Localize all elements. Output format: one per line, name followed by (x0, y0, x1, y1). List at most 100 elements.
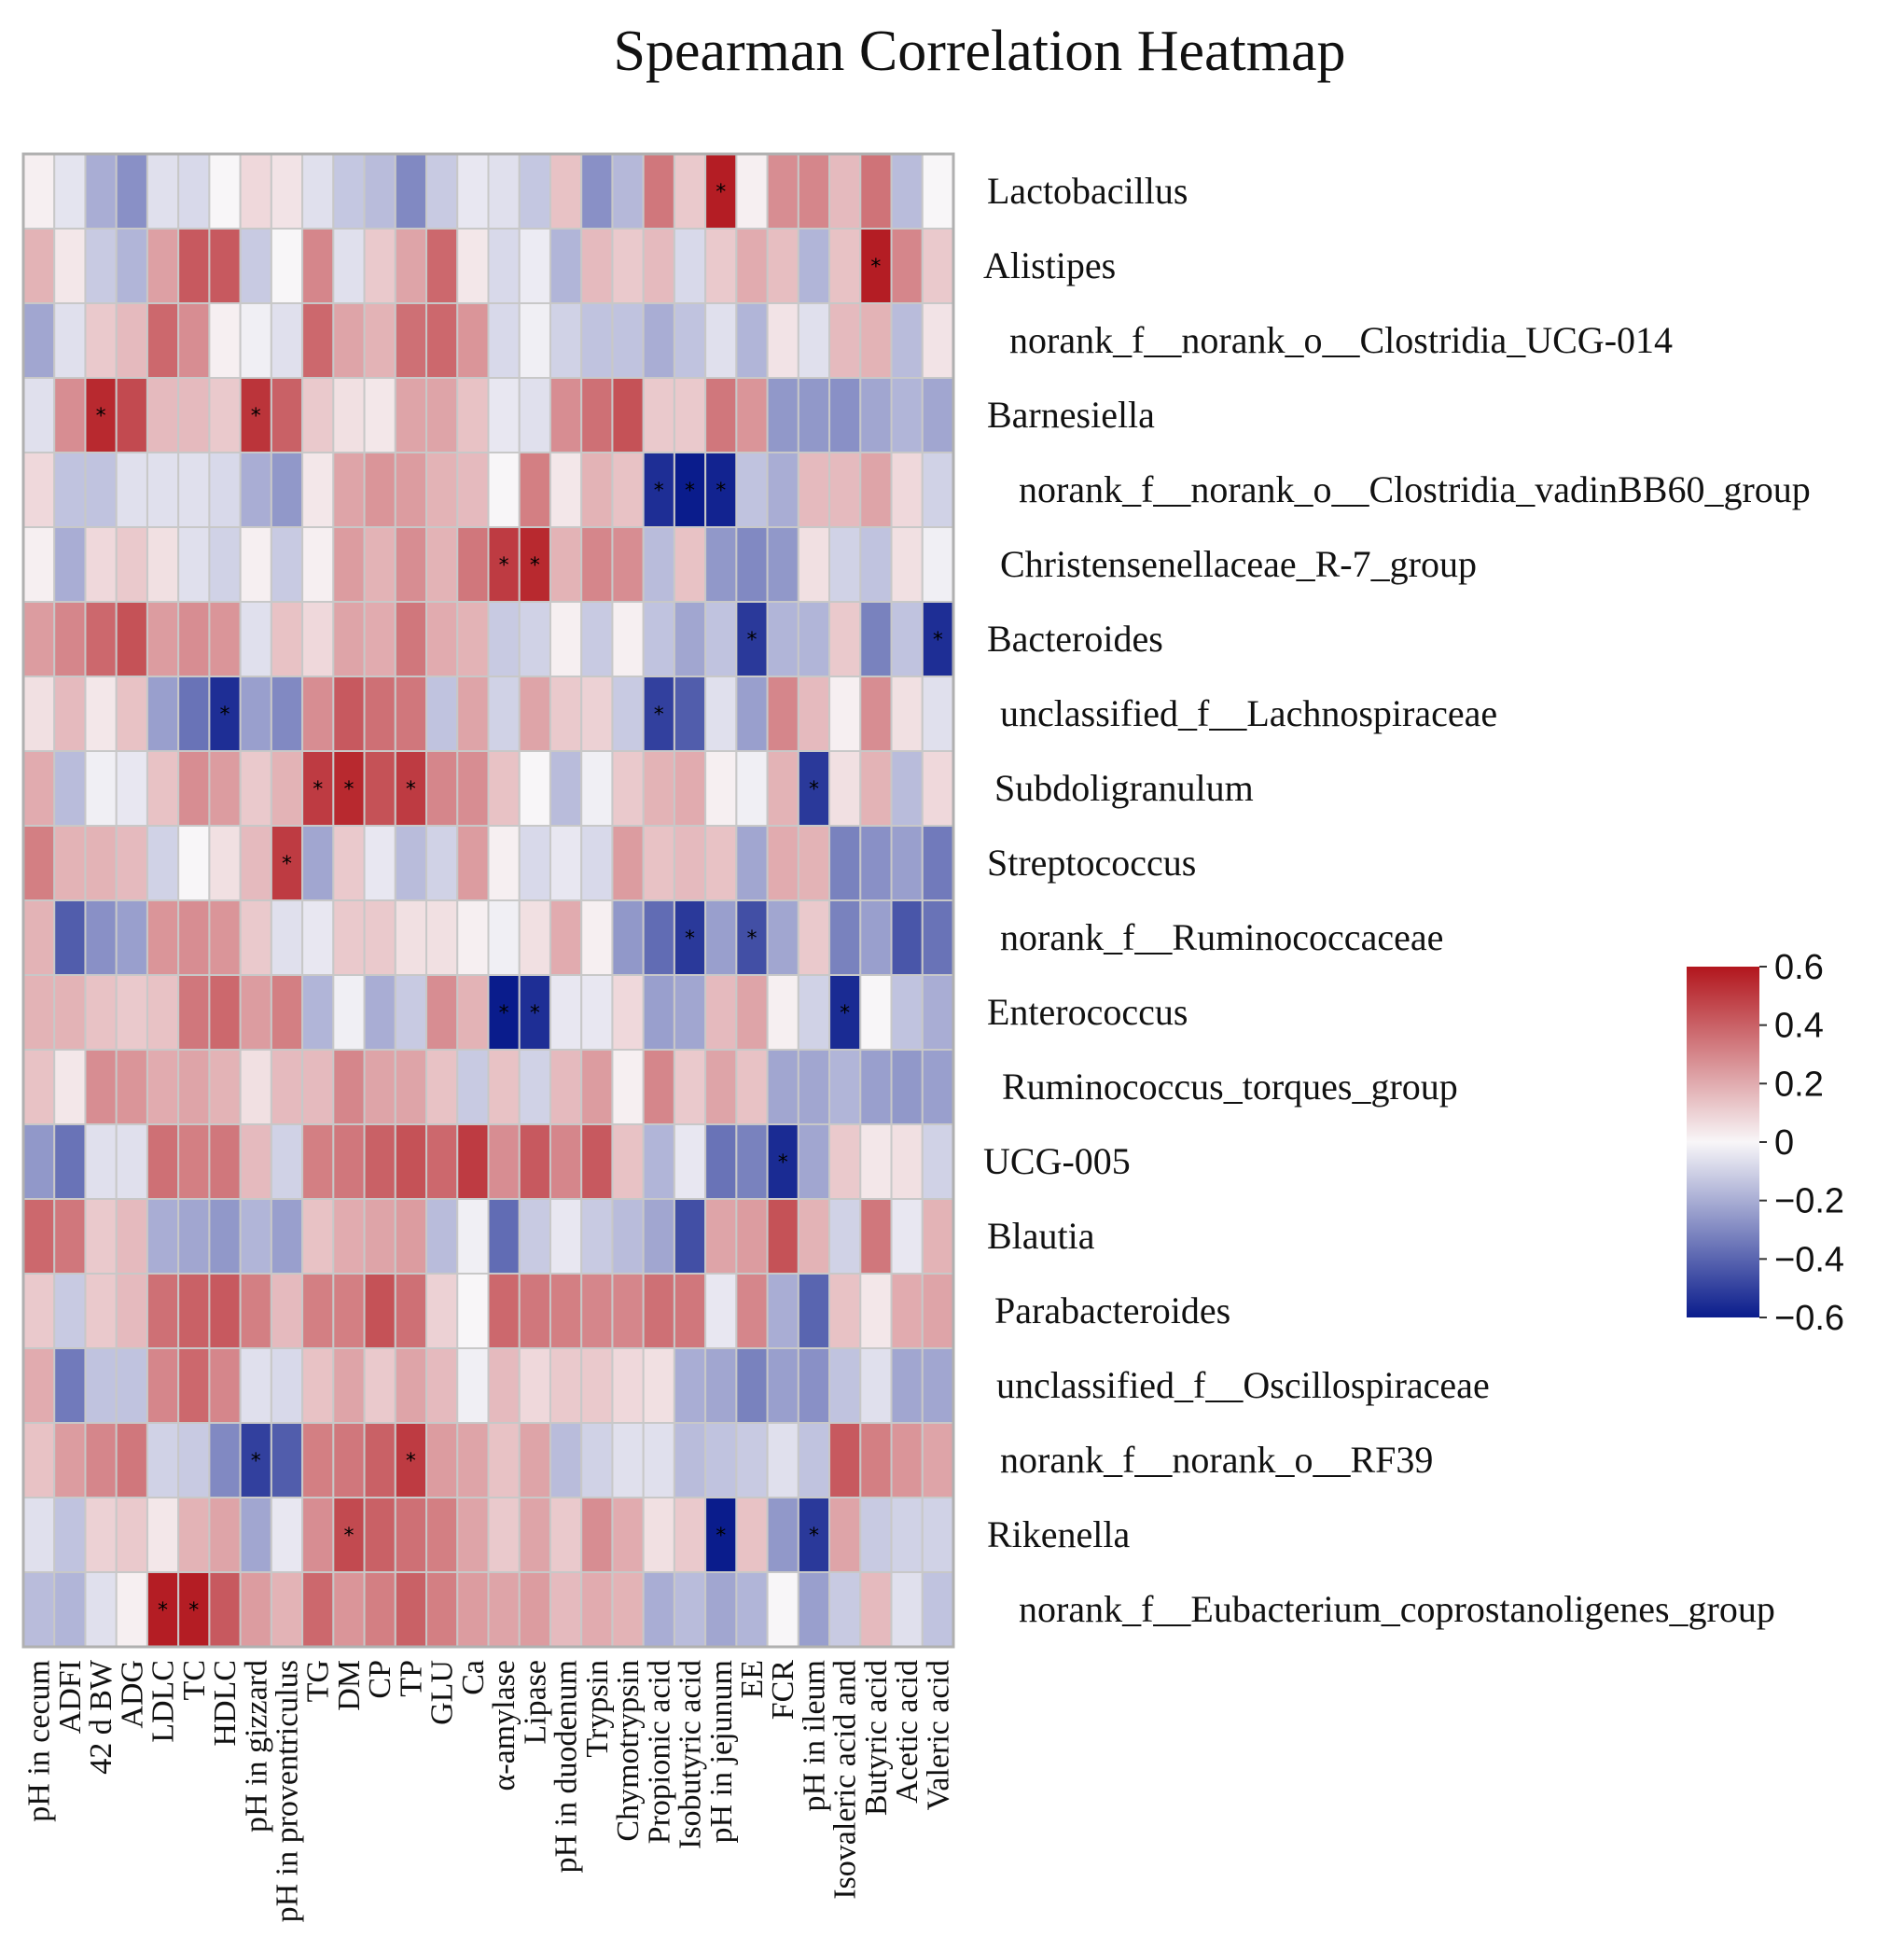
heatmap-cell (208, 377, 242, 453)
heatmap-cell (766, 153, 799, 230)
heatmap-cell (239, 1123, 272, 1200)
heatmap-cell (580, 676, 614, 752)
heatmap-cell (53, 526, 87, 603)
heatmap-cell (270, 302, 304, 379)
heatmap-cell (301, 377, 335, 453)
heatmap-cell (177, 153, 211, 230)
significance-marker: * (716, 480, 726, 503)
heatmap-cell (394, 228, 428, 304)
heatmap-cell (425, 750, 459, 827)
heatmap-cell (22, 302, 56, 379)
heatmap-cell (22, 377, 56, 453)
heatmap-cell (704, 601, 738, 677)
heatmap-cell (766, 1347, 799, 1424)
heatmap-cell (301, 1273, 335, 1349)
heatmap-cell (921, 526, 954, 603)
heatmap-cell (22, 1198, 56, 1275)
heatmap-cell (611, 750, 645, 827)
heatmap-cell (270, 1049, 304, 1125)
heatmap-cell (611, 974, 645, 1051)
heatmap-cell (549, 1422, 583, 1498)
heatmap-cell (797, 302, 831, 379)
heatmap-cell (456, 1198, 490, 1275)
heatmap-cell (921, 974, 954, 1051)
heatmap-cell (301, 825, 335, 901)
heatmap-cell (239, 601, 272, 677)
heatmap-cell (735, 974, 769, 1051)
heatmap-cell (518, 1571, 551, 1648)
heatmap-cell (84, 974, 118, 1051)
colorbar-tick-label: 0.4 (1774, 1007, 1824, 1046)
heatmap-cell (518, 452, 551, 528)
heatmap-cell (704, 1049, 738, 1125)
heatmap-cell (146, 899, 180, 976)
heatmap-cell (518, 377, 551, 453)
heatmap-cell (208, 153, 242, 230)
heatmap-cell (859, 1347, 893, 1424)
heatmap-cell (363, 302, 396, 379)
significance-marker: * (933, 629, 943, 652)
heatmap-cell (301, 1123, 335, 1200)
heatmap-cell (332, 1347, 366, 1424)
heatmap-cell (766, 302, 799, 379)
significance-marker: * (343, 1525, 354, 1548)
heatmap-cell (394, 601, 428, 677)
column-label: Acetic acid (890, 1660, 924, 1804)
heatmap-cell (890, 825, 924, 901)
heatmap-cell (115, 1571, 148, 1648)
heatmap-cell (270, 1123, 304, 1200)
heatmap-cell (921, 1347, 954, 1424)
heatmap-cell (828, 1571, 862, 1648)
heatmap-cell (859, 1049, 893, 1125)
heatmap-cell (301, 153, 335, 230)
heatmap-cell (580, 1049, 614, 1125)
heatmap-cell (270, 1571, 304, 1648)
column-label: Lipase (518, 1660, 552, 1745)
heatmap-cell (425, 1049, 459, 1125)
heatmap-cell (735, 601, 769, 677)
heatmap-cell (208, 1571, 242, 1648)
heatmap-cell (456, 1347, 490, 1424)
heatmap-cell (239, 526, 272, 603)
significance-markers: * * * * * * * * * * * * * * * * * * * * * * * * * * * * * * * (96, 181, 943, 1623)
heatmap-cell (84, 153, 118, 230)
heatmap-cell (642, 750, 675, 827)
heatmap-cell (363, 1422, 396, 1498)
heatmap-cell (766, 1571, 799, 1648)
heatmap-cell (673, 1571, 707, 1648)
heatmap-cell (456, 1273, 490, 1349)
heatmap-cell (921, 825, 954, 901)
heatmap-cell (363, 452, 396, 528)
column-label: ADFI (53, 1660, 88, 1734)
heatmap-cell (673, 1273, 707, 1349)
heatmap-cell (394, 899, 428, 976)
heatmap-cell (239, 1049, 272, 1125)
heatmap-cell (859, 1422, 893, 1498)
row-label: norank_f__Ruminococcaceae (1000, 916, 1443, 958)
heatmap-cell (611, 228, 645, 304)
heatmap-cell (208, 1123, 242, 1200)
heatmap-cell (766, 974, 799, 1051)
heatmap-cell (208, 601, 242, 677)
row-label: norank_f__Eubacterium_coprostanoligenes_… (1019, 1588, 1775, 1630)
heatmap-cell (270, 1497, 304, 1573)
heatmap-cell (859, 302, 893, 379)
significance-marker: * (282, 853, 292, 876)
heatmap-cell (22, 899, 56, 976)
heatmap-cell (673, 526, 707, 603)
heatmap-cell (115, 1123, 148, 1200)
heatmap-cell (859, 1273, 893, 1349)
heatmap-cell (301, 750, 335, 827)
heatmap-cell (890, 377, 924, 453)
heatmap-cell (363, 228, 396, 304)
heatmap-cell (332, 825, 366, 901)
heatmap-cell (828, 750, 862, 827)
column-label: pH in jejunum (704, 1660, 739, 1843)
heatmap-cell (177, 1571, 211, 1648)
heatmap-cell (456, 676, 490, 752)
row-label: UCG-005 (983, 1140, 1131, 1182)
heatmap-cell (611, 452, 645, 528)
heatmap-cell (642, 302, 675, 379)
heatmap-cell (177, 1497, 211, 1573)
heatmap-cell (487, 899, 521, 976)
